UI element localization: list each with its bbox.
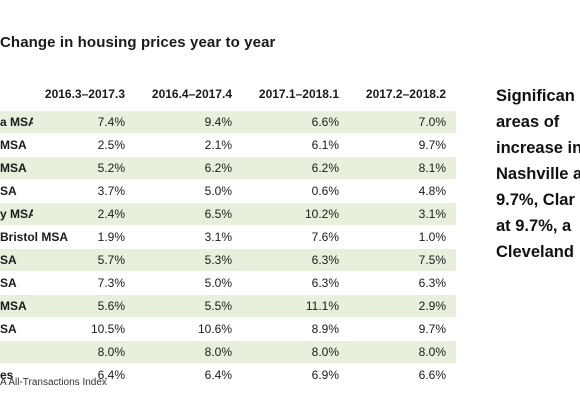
table-cell: 5.2% bbox=[33, 156, 135, 180]
table-cell: 6.3% bbox=[349, 271, 456, 295]
table-cell: 5.7% bbox=[33, 248, 135, 272]
chart-title: Change in housing prices year to year bbox=[0, 34, 276, 51]
table-cell: 8.9% bbox=[242, 317, 349, 341]
table-row: SA 7.3% 5.0% 6.3% 6.3% bbox=[0, 271, 456, 295]
table-cell: 6.2% bbox=[135, 156, 242, 180]
table-cell: 0.6% bbox=[242, 179, 349, 203]
table-cell: 6.1% bbox=[242, 133, 349, 157]
table-row: SA 5.7% 5.3% 6.3% 7.5% bbox=[0, 248, 456, 272]
row-label: Bristol MSA bbox=[0, 225, 68, 249]
table-cell: 10.6% bbox=[135, 317, 242, 341]
housing-price-table: 2016.3–2017.3 2016.4–2017.4 2017.1–2018.… bbox=[0, 87, 456, 387]
table-cell: 8.1% bbox=[349, 156, 456, 180]
table-cell: 2.1% bbox=[135, 133, 242, 157]
table-row: Bristol MSA 1.9% 3.1% 7.6% 1.0% bbox=[0, 225, 456, 249]
row-label: MSA bbox=[0, 133, 33, 157]
sidebar-line: increase in bbox=[496, 139, 580, 157]
row-label-header bbox=[0, 87, 33, 111]
table-cell: 3.7% bbox=[33, 179, 135, 203]
table-cell: 4.8% bbox=[349, 179, 456, 203]
table-cell: 7.3% bbox=[33, 271, 135, 295]
table-cell: 7.4% bbox=[33, 111, 135, 134]
column-header: 2017.2–2018.2 bbox=[365, 87, 446, 101]
row-label: SA bbox=[0, 179, 33, 203]
table-cell: 1.0% bbox=[349, 225, 456, 249]
sidebar-line: areas of bbox=[496, 113, 560, 131]
sidebar-line: 9.7%, Clar bbox=[496, 191, 575, 209]
table-body: a MSA7.4%9.4%6.6%7.0%MSA2.5%2.1%6.1%9.7%… bbox=[0, 111, 456, 387]
table-cell: 7.0% bbox=[349, 111, 456, 134]
column-header: 2017.1–2018.1 bbox=[258, 87, 339, 101]
table-cell: 2.9% bbox=[349, 294, 456, 318]
row-label bbox=[0, 340, 33, 364]
row-label: SA bbox=[0, 317, 33, 341]
table-cell: 3.1% bbox=[135, 225, 242, 249]
table-cell: 5.0% bbox=[135, 179, 242, 203]
table-cell: 8.0% bbox=[33, 340, 135, 364]
table-cell: 5.6% bbox=[33, 294, 135, 318]
table-cell: 6.3% bbox=[242, 271, 349, 295]
table-cell: 1.9% bbox=[33, 225, 135, 249]
table-cell: 6.4% bbox=[33, 363, 135, 387]
row-label: SA bbox=[0, 271, 33, 295]
table-cell: 5.3% bbox=[135, 248, 242, 272]
table-cell: 7.6% bbox=[242, 225, 349, 249]
table-cell: 8.0% bbox=[242, 340, 349, 364]
table-row: SA 3.7% 5.0% 0.6% 4.8% bbox=[0, 179, 456, 203]
table-cell: 6.6% bbox=[242, 111, 349, 134]
table-cell: 6.2% bbox=[242, 156, 349, 180]
sidebar-line: Nashville a bbox=[496, 165, 580, 183]
table-cell: 2.4% bbox=[33, 202, 135, 226]
table-cell: 10.5% bbox=[33, 317, 135, 341]
table-row: 8.0% 8.0% 8.0% 8.0% bbox=[0, 340, 456, 364]
table-cell: 6.5% bbox=[135, 202, 242, 226]
row-label: y MSA bbox=[0, 202, 33, 226]
table-cell: 5.5% bbox=[135, 294, 242, 318]
column-header: 2016.3–2017.3 bbox=[44, 87, 125, 101]
table-cell: 9.4% bbox=[135, 111, 242, 134]
table-row: MSA 5.2% 6.2% 6.2% 8.1% bbox=[0, 156, 456, 180]
table-cell: 6.9% bbox=[242, 363, 349, 387]
source-note: A All-Transactions Index bbox=[0, 377, 107, 388]
table-cell: 9.7% bbox=[349, 317, 456, 341]
table-cell: 10.2% bbox=[242, 202, 349, 226]
table-row: a MSA7.4%9.4%6.6%7.0% bbox=[0, 111, 456, 134]
table-cell: 6.6% bbox=[349, 363, 456, 387]
table-row: MSA 5.6% 5.5% 11.1% 2.9% bbox=[0, 294, 456, 318]
sidebar-line: Significan bbox=[496, 87, 575, 105]
table-row: MSA 2.5% 2.1% 6.1% 9.7% bbox=[0, 133, 456, 157]
table-cell: 3.1% bbox=[349, 202, 456, 226]
table-cell: 8.0% bbox=[349, 340, 456, 364]
sidebar-line: at 9.7%, a bbox=[496, 217, 572, 235]
table-row: es 6.4% 6.4% 6.9% 6.6% bbox=[0, 363, 456, 387]
table-row: SA 10.5% 10.6% 8.9% 9.7% bbox=[0, 317, 456, 341]
table-cell: 5.0% bbox=[135, 271, 242, 295]
table-cell: 7.5% bbox=[349, 248, 456, 272]
row-label: MSA bbox=[0, 294, 33, 318]
row-label: SA bbox=[0, 248, 33, 272]
table-cell: 6.3% bbox=[242, 248, 349, 272]
table-cell: 6.4% bbox=[135, 363, 242, 387]
table-cell: 8.0% bbox=[135, 340, 242, 364]
sidebar-text: Significan areas of increase in Nashville a… bbox=[496, 83, 580, 265]
row-label: MSA bbox=[0, 156, 33, 180]
column-header: 2016.4–2017.4 bbox=[151, 87, 232, 101]
table-cell: 11.1% bbox=[242, 294, 349, 318]
sidebar-line: Cleveland bbox=[496, 243, 574, 261]
row-label: a MSA bbox=[0, 111, 33, 134]
sidebar-callout: Significan areas of increase in Nashville a… bbox=[496, 83, 580, 265]
table-header-row: 2016.3–2017.3 2016.4–2017.4 2017.1–2018.… bbox=[0, 87, 456, 111]
row-label: es bbox=[0, 363, 33, 387]
table-cell: 2.5% bbox=[33, 133, 135, 157]
table-cell: 9.7% bbox=[349, 133, 456, 157]
